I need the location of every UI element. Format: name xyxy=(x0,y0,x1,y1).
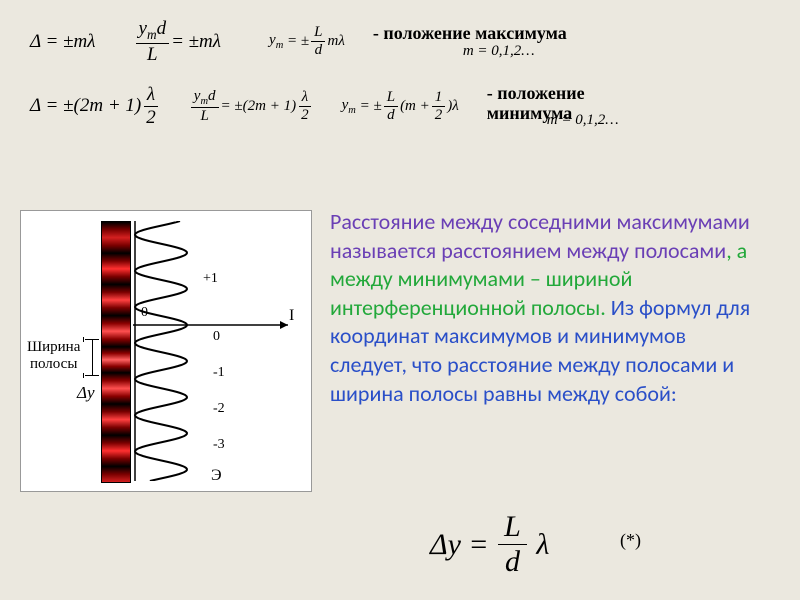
p-purple-2: расстоянием между полосами xyxy=(441,237,726,264)
interference-diagram: Ширина полосы Δy +1 0 -1 -2 -3 I 0 Э xyxy=(20,210,312,492)
max-m: m = 0,1,2… xyxy=(463,43,567,60)
axis-I: I xyxy=(289,307,294,325)
dy-label: Δy xyxy=(77,383,95,403)
order-plus1: +1 xyxy=(203,271,218,287)
eq-ymd-max: ymd L = ±mλ xyxy=(134,18,222,66)
explanation-paragraph: Расстояние между соседними максимумами н… xyxy=(330,208,770,408)
axis-zero: 0 xyxy=(141,305,148,321)
rhs: = ±mλ xyxy=(171,31,221,53)
eq-ymd-min: ymd L = ±(2m + 1) λ 2 xyxy=(189,88,314,125)
min-m: m = 0,1,2… xyxy=(547,112,619,129)
fringe-pattern xyxy=(101,221,131,483)
p-comma: , xyxy=(726,237,736,264)
order-0: 0 xyxy=(213,329,220,345)
e-label: Э xyxy=(211,467,222,485)
eq-delta-max: Δ = ±mλ xyxy=(30,31,96,53)
result-equation: Δy = L d λ xyxy=(430,510,549,579)
min-label1: - положение xyxy=(487,84,619,104)
order-m2: -2 xyxy=(213,401,225,417)
order-m1: -1 xyxy=(213,365,225,381)
eq-ym-max: ym = ± L d mλ xyxy=(269,24,345,59)
eq-delta-min: Δ = ±(2m + 1) λ 2 xyxy=(30,84,161,129)
width-label: Ширина полосы xyxy=(27,339,80,373)
p-blue-2: следует, что расстояние между полосами и… xyxy=(330,351,734,407)
order-m3: -3 xyxy=(213,437,225,453)
eq-marker: (*) xyxy=(620,530,641,551)
eq-ym-min: ym = ± L d (m + 1 2 )λ xyxy=(342,89,459,124)
text: Δ = ±mλ xyxy=(30,31,96,53)
max-label: - положение максимума xyxy=(373,24,567,44)
